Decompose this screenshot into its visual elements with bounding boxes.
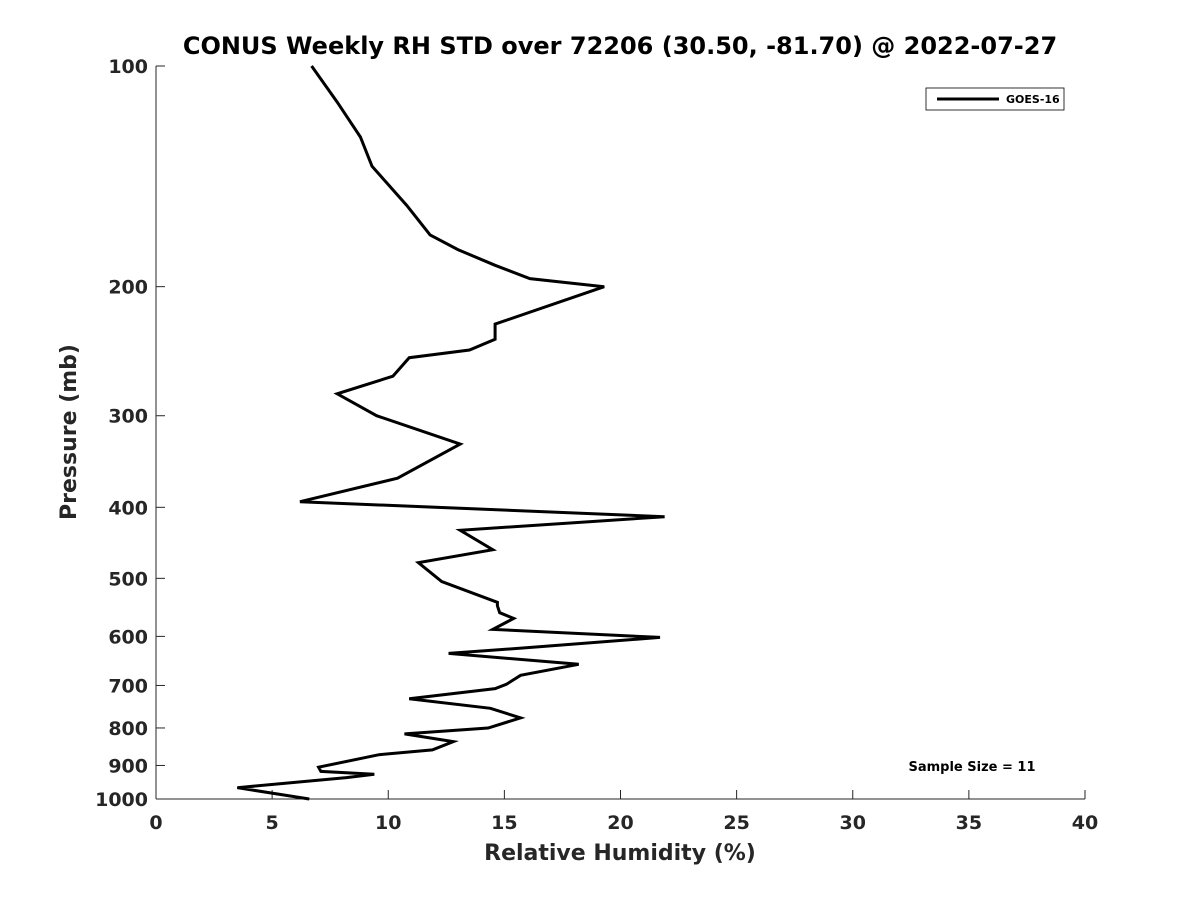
y-tick-label: 400: [108, 497, 148, 519]
x-tick-label: 40: [1072, 812, 1098, 834]
y-tick-label: 300: [108, 406, 148, 428]
x-axis-label: Relative Humidity (%): [484, 841, 756, 866]
y-axis-label: Pressure (mb): [57, 344, 82, 520]
x-tick-label: 0: [149, 812, 162, 834]
y-tick-label: 200: [108, 277, 148, 299]
y-tick-label: 500: [108, 568, 148, 590]
y-tick-label: 600: [108, 626, 148, 648]
y-tick-label: 1000: [95, 789, 148, 811]
legend-entry-goes-16: GOES-16: [1006, 93, 1060, 106]
y-tick-label: 900: [108, 755, 148, 777]
y-tick-label: 700: [108, 675, 148, 697]
plot-area: [156, 66, 1085, 799]
x-axis-ticks: 0 5 10 15 20 25 30 35 40: [149, 790, 1098, 834]
x-tick-label: 5: [266, 812, 279, 834]
series-line-goes-16: [237, 65, 665, 801]
chart-title: CONUS Weekly RH STD over 72206 (30.50, -…: [183, 32, 1057, 60]
x-tick-label: 30: [840, 812, 866, 834]
legend: GOES-16: [925, 87, 1065, 111]
x-tick-label: 15: [491, 812, 517, 834]
sample-size-annotation: Sample Size = 11: [908, 760, 1035, 775]
x-tick-label: 35: [956, 812, 982, 834]
y-axis-ticks: 100 200 300 400 500 600 700 800 900 1000: [95, 56, 165, 811]
y-tick-label: 800: [108, 718, 148, 740]
x-tick-label: 20: [607, 812, 633, 834]
y-tick-label: 100: [108, 56, 148, 78]
x-tick-label: 25: [723, 812, 749, 834]
series-layer: [237, 65, 665, 801]
x-tick-label: 10: [375, 812, 401, 834]
